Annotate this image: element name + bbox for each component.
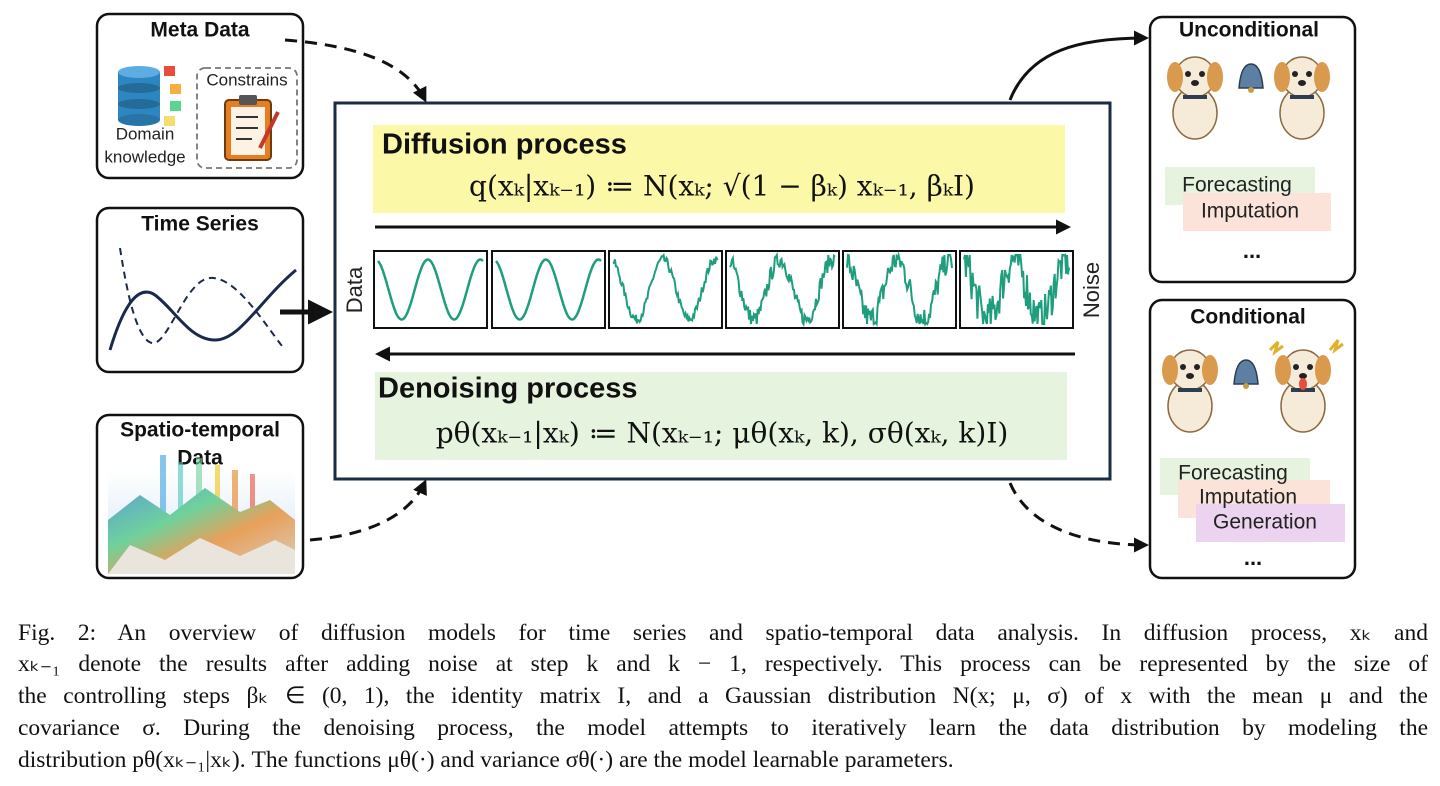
dog-ear: [1315, 355, 1331, 385]
dog-eye: [1306, 71, 1312, 77]
bell: [1238, 63, 1264, 89]
diffusion-title: Diffusion process: [382, 129, 627, 161]
dog-eye: [1292, 71, 1298, 77]
clipboard-icon: [224, 95, 280, 161]
noise-wave: [846, 251, 953, 328]
dog-ear: [1314, 62, 1330, 92]
dog-ear: [1275, 355, 1291, 385]
denoising-title: Denoising process: [378, 373, 637, 405]
bell-clapper: [1243, 383, 1249, 389]
diffusion-formula: q(xₖ|xₖ₋₁) ≔ N(xₖ; √(1 − βₖ) xₖ₋₁, βₖI): [469, 170, 975, 203]
caption-line: xₖ₋₁ denote the results after adding noi…: [18, 651, 1428, 677]
caption-line: Fig. 2: An overview of diffusion models …: [18, 620, 1428, 646]
dog-eye: [1194, 364, 1200, 370]
diffusion-band: [373, 125, 1065, 213]
arrow: [1008, 30, 1149, 101]
dog-nose: [1299, 373, 1307, 379]
dog-collar: [1178, 388, 1202, 392]
task-tag: [1183, 193, 1331, 231]
bell: [1233, 359, 1259, 385]
denoising-band: [375, 372, 1067, 460]
spark: [1268, 340, 1284, 356]
task-tag: [1196, 504, 1345, 542]
constraints-box: [196, 67, 298, 169]
noise-wave: [963, 253, 1070, 325]
dog-ear: [1162, 355, 1178, 385]
dog-nose: [1298, 80, 1306, 86]
dog-nose: [1186, 373, 1194, 379]
task-label: Generation: [1213, 511, 1317, 534]
terrain-image: [108, 455, 295, 574]
dog-ear: [1202, 355, 1218, 385]
spark: [1328, 339, 1344, 354]
caption-line: distribution pθ(xₖ₋₁|xₖ). The functions …: [18, 747, 954, 773]
caption-line: the controlling steps βₖ ∈ (0, 1), the i…: [18, 683, 1428, 709]
database-icon: [118, 66, 181, 126]
domain-label: Domain: [116, 124, 175, 143]
more-label: ...: [1244, 545, 1262, 570]
knowledge-label: knowledge: [104, 147, 185, 166]
arrow: [1008, 482, 1149, 553]
data-label: Data: [342, 266, 367, 313]
dog-tongue: [1299, 378, 1307, 390]
task-label: Imputation: [1199, 486, 1297, 509]
dog-ear: [1274, 62, 1290, 92]
noise-wave: [495, 258, 602, 321]
bell-clapper: [1248, 87, 1254, 93]
dog-nose: [1191, 80, 1199, 86]
dog-collar: [1183, 95, 1207, 99]
denoising-formula: pθ(xₖ₋₁|xₖ) ≔ N(xₖ₋₁; μθ(xₖ, k), σθ(xₖ, …: [436, 417, 1009, 450]
dogs-illustration: [1167, 56, 1330, 140]
arrow: [309, 479, 427, 542]
task-label: Forecasting: [1178, 462, 1288, 485]
task-label: Forecasting: [1182, 174, 1292, 197]
dog-ear: [1167, 62, 1183, 92]
noise-label: Noise: [1079, 262, 1104, 318]
conditional-title: Conditional: [1190, 306, 1305, 329]
caption-line: covariance σ. During the denoising proce…: [18, 715, 1428, 741]
meta-data-title: Meta Data: [150, 19, 250, 42]
noise-panel: [608, 250, 723, 329]
noise-wave: [612, 252, 719, 324]
dog-eye: [1180, 364, 1186, 370]
dog-eye: [1199, 71, 1205, 77]
time-series-box: [95, 206, 305, 374]
dog-eye: [1185, 71, 1191, 77]
spatio-temporal-title: Spatio-temporal: [120, 419, 280, 442]
more-label: ...: [1243, 238, 1261, 263]
noise-wave: [729, 251, 836, 328]
series-curve: [108, 268, 297, 351]
dog-eye: [1307, 364, 1313, 370]
series-curve-dashed: [119, 247, 283, 347]
task-label: Imputation: [1201, 200, 1299, 223]
time-series-title: Time Series: [141, 213, 259, 236]
arrow: [284, 38, 427, 103]
figure: Meta Data Domain knowledge Constrains Ti…: [95, 12, 1357, 580]
constraints-label: Constrains: [206, 70, 287, 89]
dogs-illustration: [1162, 339, 1344, 433]
dog-ear: [1207, 62, 1223, 92]
noise-panels: [373, 250, 1074, 329]
unconditional-title: Unconditional: [1179, 19, 1319, 42]
dog-eye: [1293, 364, 1299, 370]
noise-wave: [377, 258, 484, 321]
dog-collar: [1290, 95, 1314, 99]
